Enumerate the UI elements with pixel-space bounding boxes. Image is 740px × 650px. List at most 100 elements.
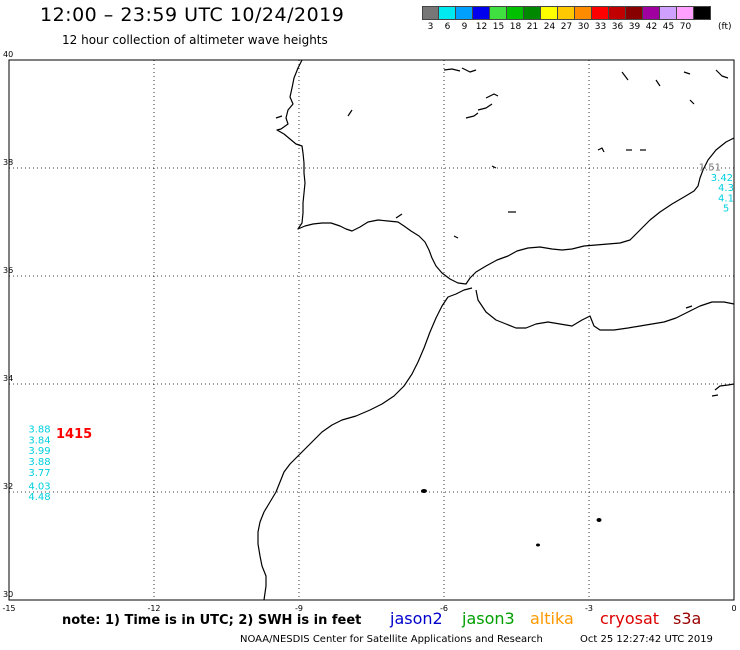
- wave-height-value: 3.84: [28, 435, 50, 446]
- scale-swatch: [456, 6, 473, 20]
- wave-height-value: 4.03: [28, 481, 50, 492]
- coast-inland-west-2: [461, 67, 477, 73]
- y-tick-label: 32: [3, 482, 13, 491]
- scale-label: 9: [461, 22, 468, 32]
- y-tick-label: 34: [3, 374, 13, 383]
- scale-label: 15: [492, 22, 505, 32]
- footer-credit: NOAA/NESDIS Center for Satellite Applica…: [240, 634, 543, 645]
- wave-height-value: 3.42: [711, 173, 733, 184]
- coastline-algeria-east-2: [711, 394, 719, 397]
- coastline: [257, 59, 735, 601]
- coast-inland-6: [683, 71, 691, 75]
- scale-swatch: [473, 6, 490, 20]
- wave-height-value: 4.1: [718, 193, 734, 204]
- coast-inland-11: [597, 147, 605, 153]
- scale-label: 27: [560, 22, 573, 32]
- islands: [421, 489, 602, 547]
- coast-inland-1: [485, 93, 499, 99]
- legend-jason3: jason3: [462, 609, 515, 628]
- coast-inland-5: [655, 79, 661, 87]
- y-tick-label: 38: [3, 158, 13, 167]
- coast-inland-17: [453, 235, 459, 239]
- x-tick-label: -3: [585, 604, 593, 613]
- map-subtitle: 12 hour collection of altimeter wave hei…: [62, 33, 328, 47]
- legend-jason2: jason2: [390, 609, 443, 628]
- wave-height-value: 3.88: [28, 457, 50, 468]
- scale-label: 39: [628, 22, 641, 32]
- y-tick-label: 36: [3, 266, 13, 275]
- coast-inland-7: [715, 69, 729, 79]
- color-scale-labels: 3 6 9 12 15 18 21 24 27 30 33 36 39 42 45 70: [422, 22, 711, 32]
- axis-tick-labels: -15 -12 -9 -6 -3 0 40 38 36 34 32 30: [2, 50, 736, 613]
- wave-height-value: 3.99: [28, 446, 50, 457]
- x-tick-label: -12: [147, 604, 160, 613]
- scale-swatch: [677, 6, 694, 20]
- scale-label: 70: [679, 22, 692, 32]
- wave-height-value: 4.48: [28, 492, 50, 503]
- island-sahara-islet: [536, 543, 540, 547]
- scale-label: 18: [509, 22, 522, 32]
- coastline-algeria-east: [714, 383, 735, 391]
- coast-inland-16: [395, 213, 403, 219]
- scale-label: 33: [594, 22, 607, 32]
- footer-note: note: 1) Time is in UTC; 2) SWH is in fe…: [62, 613, 362, 628]
- scale-swatch: [660, 6, 677, 20]
- scale-label: 6: [444, 22, 451, 32]
- coastline-portugal-spain: [276, 59, 735, 285]
- legend-cryosat: cryosat: [600, 609, 660, 628]
- coastline-morocco-atlantic: [257, 287, 473, 601]
- scale-swatch: [524, 6, 541, 20]
- scale-swatch: [439, 6, 456, 20]
- scale-swatch: [609, 6, 626, 20]
- scale-label: 24: [543, 22, 556, 32]
- wave-height-color-scale: [422, 6, 711, 20]
- scale-swatch: [558, 6, 575, 20]
- scale-label: 36: [611, 22, 624, 32]
- wave-height-value: 3.88: [28, 425, 50, 436]
- scale-label: 42: [645, 22, 658, 32]
- pass-time-label: 1415: [56, 427, 92, 442]
- wave-height-value: 5: [723, 204, 729, 215]
- scale-swatch: [507, 6, 524, 20]
- island-mediterranean-1: [596, 518, 602, 522]
- scale-swatch: [592, 6, 609, 20]
- coast-inland-4: [621, 71, 629, 81]
- coast-inland-2: [477, 103, 493, 111]
- coast-inland-west-1: [443, 68, 461, 72]
- wave-height-value: 3.77: [28, 468, 50, 479]
- scale-swatch: [626, 6, 643, 20]
- graticule: [9, 60, 734, 600]
- coast-inland-18: [685, 305, 693, 309]
- x-tick-label: 0: [731, 604, 736, 613]
- scale-label: 45: [662, 22, 675, 32]
- scale-swatch: [422, 6, 439, 20]
- scale-swatch: [575, 6, 592, 20]
- coast-inland-15: [275, 115, 283, 119]
- island-canary-north: [421, 489, 427, 493]
- altimeter-observations: 3.883.843.993.883.774.034.481.513.424.34…: [28, 163, 734, 503]
- x-tick-label: -6: [440, 604, 448, 613]
- coastline-morocco-mediterranean: [475, 289, 735, 331]
- scale-label: 30: [577, 22, 590, 32]
- scale-swatch: [694, 6, 711, 20]
- map-frame: [8, 59, 735, 601]
- scale-unit-label: (ft): [718, 22, 732, 32]
- coast-inland-14: [347, 109, 353, 117]
- y-tick-label: 40: [3, 50, 13, 59]
- scale-label: 3: [427, 22, 434, 32]
- scale-swatch: [490, 6, 507, 20]
- scale-label: 12: [475, 22, 488, 32]
- y-tick-label: 30: [3, 590, 13, 599]
- scale-swatch: [541, 6, 558, 20]
- coast-inland-3: [465, 112, 479, 119]
- legend-altika: altika: [530, 609, 574, 628]
- coast-inland-9: [491, 165, 497, 169]
- coast-inland-8: [689, 99, 695, 105]
- x-tick-label: -9: [295, 604, 303, 613]
- map-title: 12:00 – 23:59 UTC 10/24/2019: [40, 4, 345, 26]
- legend-s3a: s3a: [673, 609, 702, 628]
- footer-timestamp: Oct 25 12:27:42 UTC 2019: [580, 634, 713, 645]
- wave-height-value: 1.51: [699, 163, 721, 174]
- wave-height-value: 4.3: [718, 183, 734, 194]
